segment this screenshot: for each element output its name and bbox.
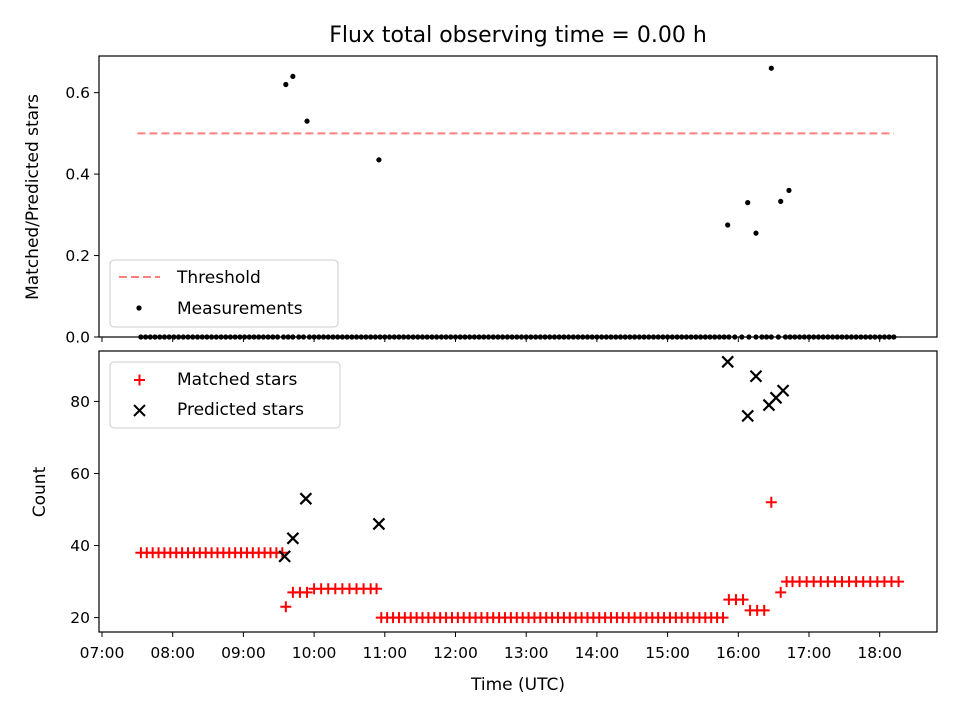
flux-ratio-panel: 0.0 0.2 0.4 0.6 Matched/Predicted stars Thr… [23,55,938,347]
bottom-ytick-label: 80 [70,393,90,411]
top-axes-frame [98,55,938,338]
measurement-point [786,187,792,193]
bottom-ytick-group: 20 40 60 80 [70,393,99,627]
matched-star-marker [775,586,787,598]
legend-matched-marker [134,374,145,386]
measurement-point [304,118,310,124]
measurement-point [768,65,774,71]
bottom-ytick-label: 40 [70,537,90,555]
x-tick-label: 10:00 [292,644,337,662]
matched-star-marker [301,586,313,598]
x-tick-label: 15:00 [645,644,690,662]
predicted-star-marker [299,492,313,505]
predicted-stars-points [278,355,790,563]
predicted-star-marker [749,369,763,383]
bottom-ytick-label: 20 [70,609,90,627]
predicted-star-marker [776,384,790,397]
matched-star-marker [371,583,383,595]
measurement-point [778,198,784,204]
legend-measurements-marker [136,305,142,311]
x-tick-label: 17:00 [787,644,832,662]
matched-star-marker [765,496,777,508]
top-legend-box [109,259,339,328]
predicted-star-marker [721,355,734,369]
bottom-ytick-label: 60 [70,465,90,483]
bottom-y-axis-label: Count [30,466,50,517]
legend-measurements-label: Measurements [177,299,303,319]
predicted-star-marker [278,550,291,563]
matched-stars-points [135,496,905,624]
top-ytick-group: 0.0 0.2 0.4 0.6 [65,84,99,347]
legend-threshold-label: Threshold [176,268,261,288]
measurement-point [376,157,382,163]
top-ytick-label: 0.0 [65,329,90,347]
bottom-legend-box [109,361,341,429]
legend-matched-label: Matched stars [177,370,297,390]
x-tick-label: 16:00 [716,644,761,662]
x-tick-label: 14:00 [575,644,620,662]
top-ytick-label: 0.6 [65,84,90,102]
bottom-legend: Matched stars Predicted stars [109,361,341,429]
bottom-xtick-group: 07:00 08:00 09:00 10:00 11:00 12:00 13:00 14:00… [80,632,902,662]
chart-title: Flux total observing time = 0.00 h [329,23,707,48]
x-tick-label: 08:00 [150,644,195,662]
x-tick-label: 12:00 [433,644,478,662]
matched-star-marker [737,594,749,606]
predicted-star-marker [286,532,300,545]
bottom-axes-frame [98,350,938,633]
matched-star-marker [893,576,905,588]
x-tick-label: 09:00 [221,644,266,662]
predicted-star-marker [741,409,755,423]
measurement-point [745,200,751,206]
x-tick-label: 07:00 [80,644,125,662]
measurement-point [290,73,296,79]
matched-star-marker [717,612,729,624]
predicted-star-marker [372,517,386,531]
x-tick-label: 18:00 [857,644,902,662]
x-tick-label: 11:00 [362,644,407,662]
measurement-point [283,81,289,88]
legend-predicted-label: Predicted stars [177,400,304,420]
legend-predicted-marker [133,404,146,417]
measurement-point [753,230,759,236]
top-legend: Threshold Measurements [109,259,339,328]
x-axis-label: Time (UTC) [470,675,565,695]
top-xtick-marks [101,337,881,342]
matched-star-marker [280,601,292,613]
top-y-axis-label: Matched/Predicted stars [23,94,43,300]
x-tick-label: 13:00 [504,644,549,662]
top-ytick-label: 0.2 [65,247,90,265]
top-ytick-label: 0.4 [65,166,90,184]
measurement-point [725,222,731,228]
matched-star-marker [758,604,770,616]
star-count-panel: 20 40 60 80 07:00 08:00 09:00 10:00 11:00 12:00 1… [30,350,938,695]
